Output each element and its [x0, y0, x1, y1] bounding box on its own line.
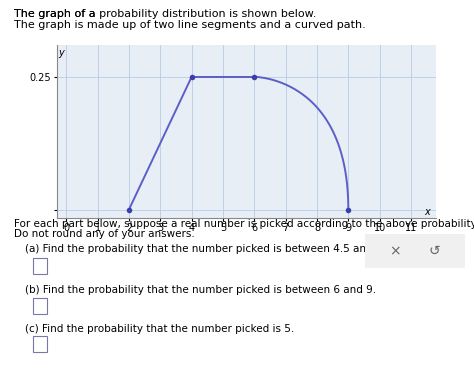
Text: Do not round any of your answers.: Do not round any of your answers.: [14, 229, 195, 239]
Text: y: y: [59, 48, 64, 58]
Text: The graph is made up of two line segments and a curved path.: The graph is made up of two line segment…: [14, 20, 366, 30]
Text: The graph of a: The graph of a: [14, 9, 100, 20]
Text: (a) Find the probability that the number picked is between 4.5 and 5.7.: (a) Find the probability that the number…: [25, 244, 395, 254]
Text: x: x: [424, 207, 429, 217]
Text: ↺: ↺: [429, 244, 440, 258]
Text: ×: ×: [389, 244, 401, 258]
FancyBboxPatch shape: [360, 232, 469, 270]
Bar: [33, 336, 47, 351]
Bar: [33, 258, 47, 274]
FancyBboxPatch shape: [11, 233, 364, 369]
Text: (c) Find the probability that the number picked is 5.: (c) Find the probability that the number…: [25, 324, 294, 334]
Text: (b) Find the probability that the number picked is between 6 and 9.: (b) Find the probability that the number…: [25, 285, 376, 295]
Text: The graph of a probability distribution is shown below.: The graph of a probability distribution …: [14, 9, 317, 20]
Text: For each part below, suppose a real number is picked according to the above prob: For each part below, suppose a real numb…: [14, 219, 474, 230]
Bar: [33, 298, 47, 314]
